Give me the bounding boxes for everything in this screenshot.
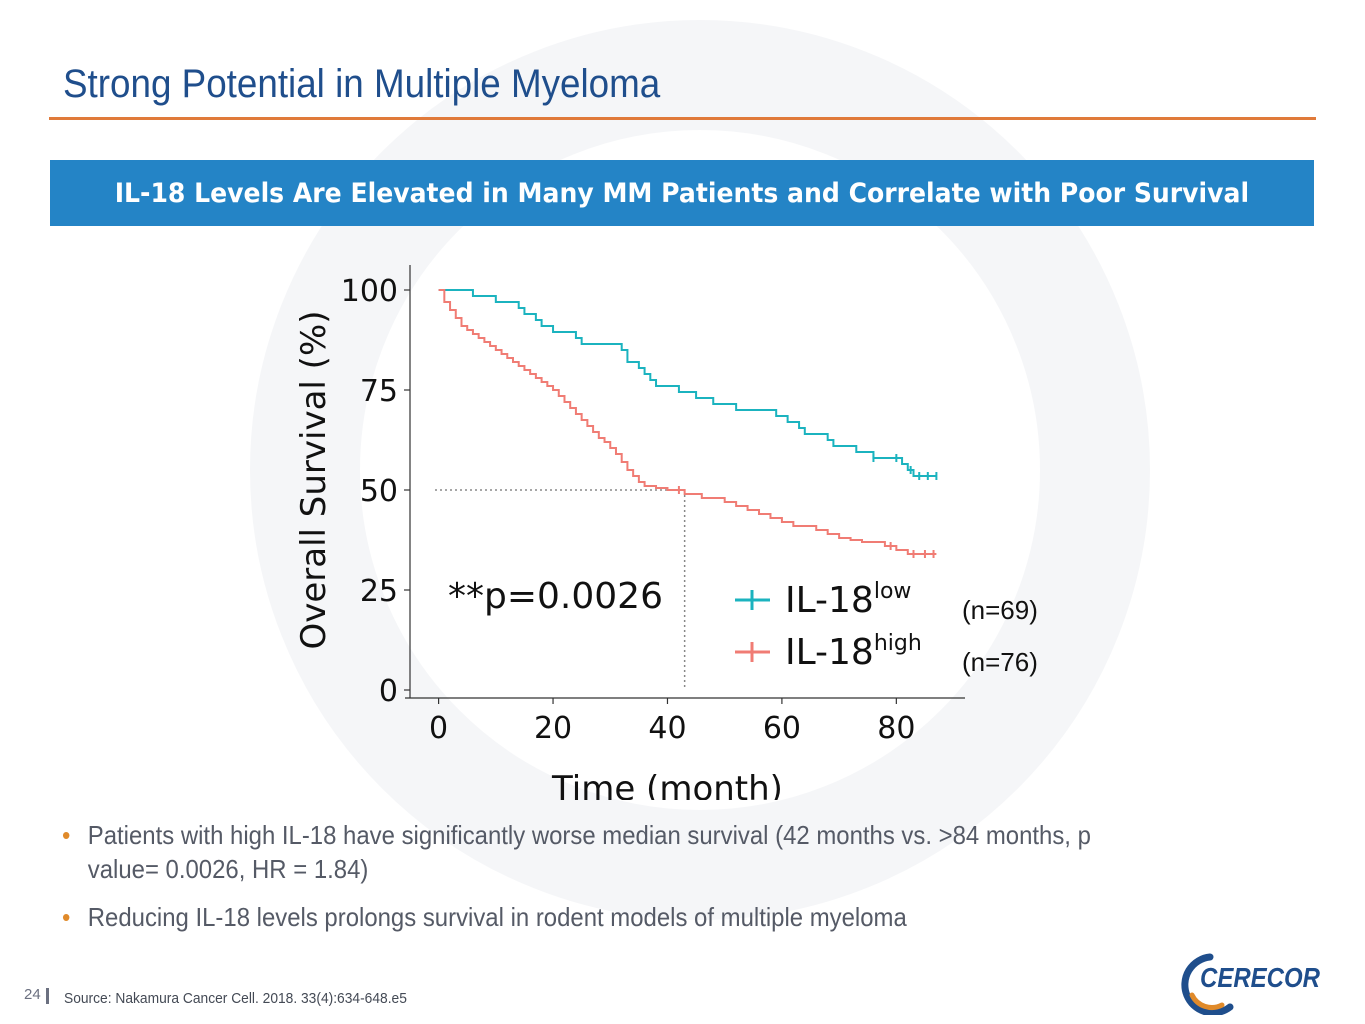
page-title: Strong Potential in Multiple Myeloma: [63, 62, 661, 106]
y-tick-label: 50: [360, 474, 398, 509]
y-tick-label: 0: [379, 674, 398, 709]
bullet-text: Patients with high IL-18 have significan…: [87, 820, 1091, 884]
y-tick-label: 100: [341, 274, 398, 309]
legend-label: IL-18high: [785, 631, 922, 673]
legend-n-label: (n=69): [962, 595, 1038, 625]
y-axis-label: Overall Survival (%): [294, 310, 334, 649]
bullet-dot-icon: •: [62, 902, 71, 932]
series-line-high: [438, 289, 937, 555]
logo-swoosh-icon: [1181, 953, 1234, 1015]
x-tick-label: 0: [429, 711, 448, 746]
legend-label: IL-18low: [785, 579, 911, 621]
page-number-divider: [46, 988, 49, 1004]
bullet-item: • Reducing IL-18 levels prolongs surviva…: [62, 900, 1166, 934]
x-tick-label: 80: [877, 711, 915, 746]
legend-superscript: low: [874, 579, 912, 604]
series-line-low: [438, 289, 937, 477]
source-citation: Source: Nakamura Cancer Cell. 2018. 33(4…: [64, 990, 407, 1007]
x-tick-label: 40: [648, 711, 686, 746]
title-underline: [49, 117, 1316, 120]
y-tick-label: 75: [360, 374, 398, 409]
legend-n-label: (n=76): [962, 647, 1038, 677]
y-tick-label: 25: [360, 574, 398, 609]
bullet-list: • Patients with high IL-18 have signific…: [62, 818, 1262, 948]
banner-text: IL-18 Levels Are Elevated in Many MM Pat…: [114, 177, 1250, 209]
legend-superscript: high: [874, 631, 922, 656]
bullet-dot-icon: •: [62, 820, 71, 850]
bullet-item: • Patients with high IL-18 have signific…: [62, 818, 1166, 886]
logo-accent-icon: [1189, 992, 1225, 1010]
bullet-text: Reducing IL-18 levels prolongs survival …: [87, 902, 907, 932]
p-value-annotation: **p=0.0026: [448, 576, 663, 617]
survival-chart: 0 25 50 75 100 0 20 40 60 80 Time (month) Overall S…: [294, 265, 1038, 800]
subtitle-banner: IL-18 Levels Are Elevated in Many MM Pat…: [50, 160, 1314, 226]
logo-text: CERECOR: [1200, 962, 1321, 993]
company-logo: CERECOR: [1181, 953, 1321, 1015]
x-tick-label: 60: [763, 711, 801, 746]
x-tick-label: 20: [534, 711, 572, 746]
x-axis-label: Time (month): [551, 769, 783, 800]
page-number: 24: [24, 986, 41, 1003]
